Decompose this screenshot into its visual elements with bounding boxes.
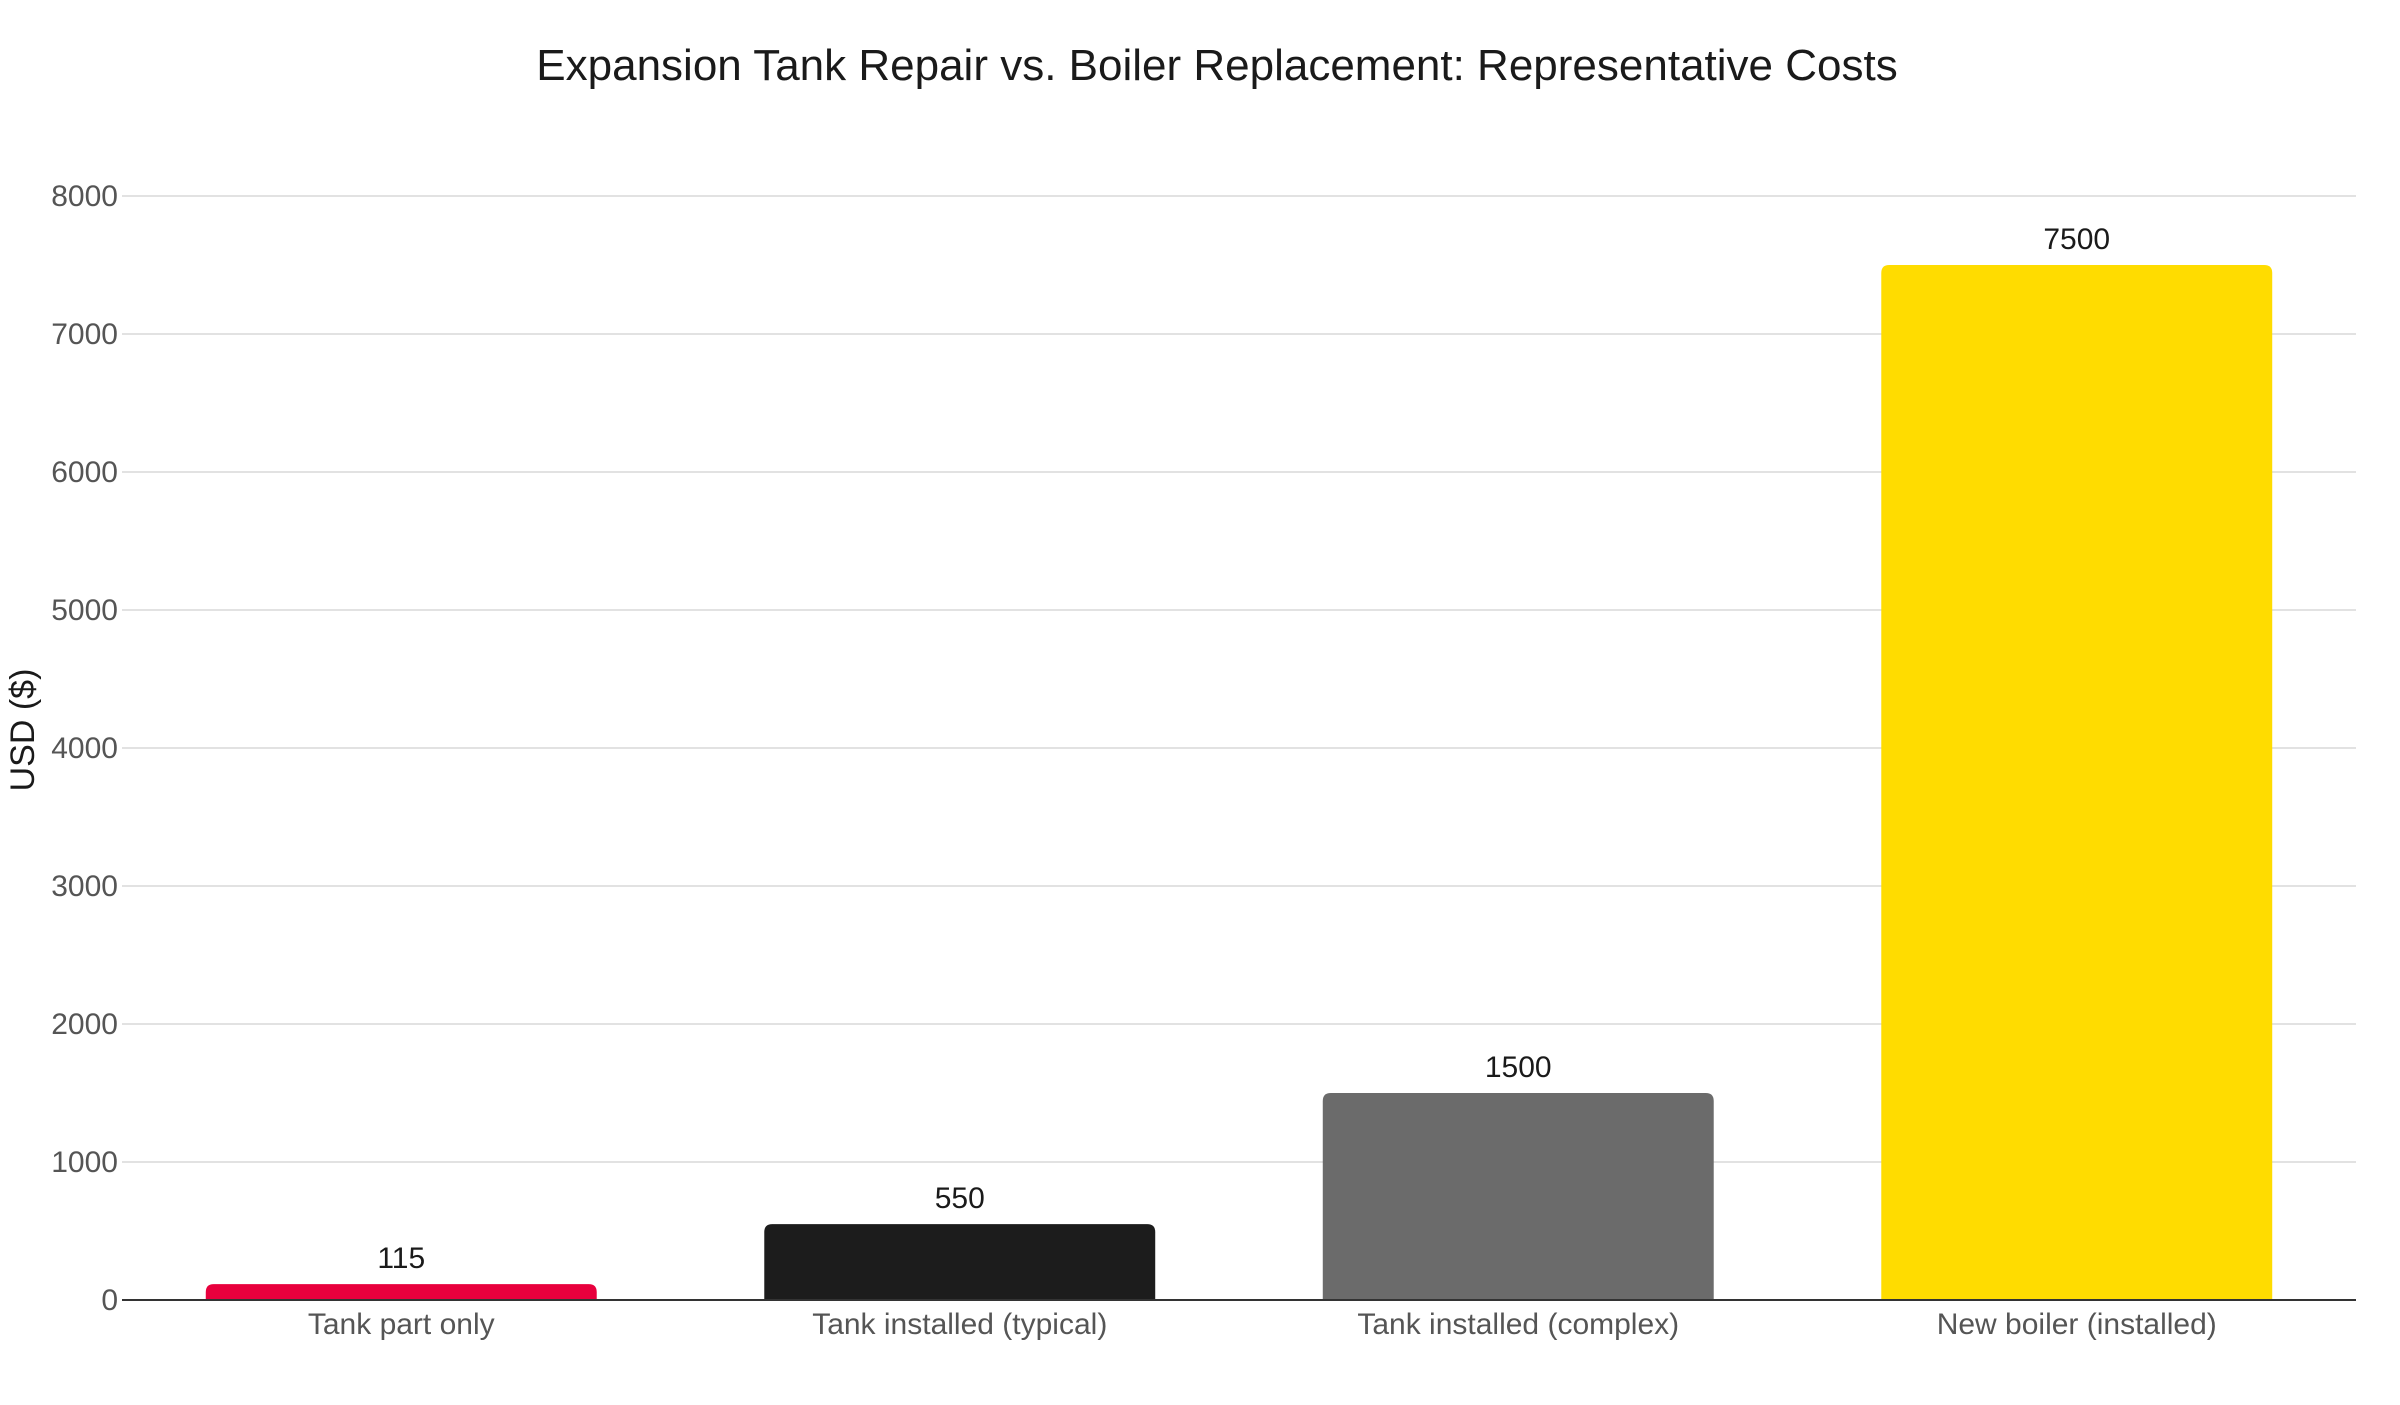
y-tick-label-6000: 6000 — [51, 456, 118, 489]
bar-value-label-1: 115 — [377, 1242, 425, 1275]
x-tick-label-3: Tank installed (complex) — [1357, 1308, 1679, 1341]
y-tick-label-1000: 1000 — [51, 1146, 118, 1179]
bar-3 — [1322, 1093, 1714, 1300]
bar-value-label-3: 1500 — [1485, 1051, 1552, 1084]
bar-4 — [1881, 265, 2273, 1300]
y-axis-ticks: 0 1000 2000 3000 4000 5000 6000 7000 8000 — [51, 180, 118, 1317]
bar-value-label-2: 550 — [935, 1182, 985, 1215]
value-labels: 115 550 1500 7500 — [377, 223, 2110, 1275]
bar-1 — [205, 1284, 597, 1300]
y-tick-label-8000: 8000 — [51, 180, 118, 213]
x-tick-label-1: Tank part only — [308, 1308, 495, 1341]
bar-2 — [764, 1224, 1156, 1300]
x-tick-label-2: Tank installed (typical) — [812, 1308, 1107, 1341]
y-tick-label-2000: 2000 — [51, 1008, 118, 1041]
y-tick-label-4000: 4000 — [51, 732, 118, 765]
gridlines — [122, 195, 2356, 1163]
y-axis-title: USD ($) — [4, 669, 42, 792]
chart-title: Expansion Tank Repair vs. Boiler Replace… — [536, 41, 1897, 90]
y-tick-label-0: 0 — [101, 1284, 118, 1317]
y-tick-label-3000: 3000 — [51, 870, 118, 903]
category-labels: Tank part only Tank installed (typical) Ta… — [308, 1308, 2217, 1341]
y-tick-label-5000: 5000 — [51, 594, 118, 627]
bar-value-label-4: 7500 — [2043, 223, 2110, 256]
x-tick-label-4: New boiler (installed) — [1937, 1308, 2217, 1341]
y-tick-label-7000: 7000 — [51, 318, 118, 351]
bars — [205, 265, 2273, 1300]
